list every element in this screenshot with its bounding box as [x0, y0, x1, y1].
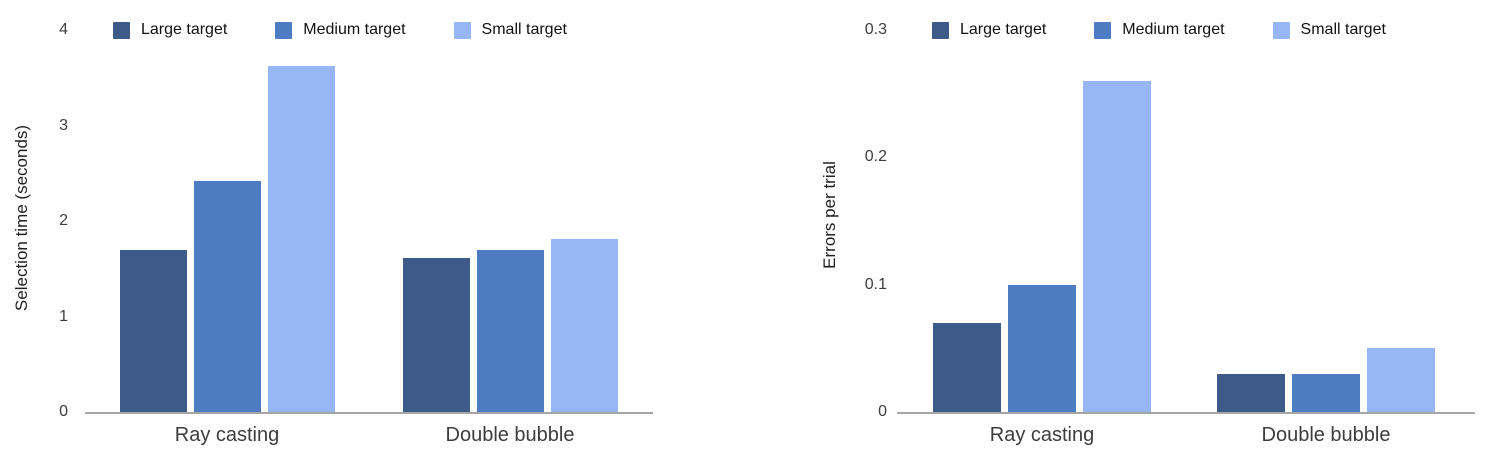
legend-label-small-target: Small target — [1300, 21, 1386, 38]
legend-swatch-small-target — [1272, 21, 1290, 39]
x-category-label-ray-casting: Ray casting — [989, 424, 1095, 446]
y-tick-label: 0.2 — [864, 148, 887, 166]
legend-swatch-medium-target — [1094, 21, 1112, 39]
y-tick-label: 3 — [59, 116, 68, 134]
y-tick-label: 0 — [878, 403, 887, 420]
y-tick-label: 0 — [59, 403, 68, 420]
bar-ray-casting-large-target — [119, 249, 187, 412]
y-tick-label: 2 — [59, 212, 68, 229]
legend-label-small-target: Small target — [481, 21, 567, 38]
legend: Large target Medium target Small target — [932, 21, 1386, 39]
bar-ray-casting-small-target — [1083, 80, 1151, 412]
legend-label-medium-target: Medium target — [1122, 21, 1225, 38]
bar-double-bubble-large-target — [402, 258, 470, 412]
selection-time-chart: Selection time (seconds) 0 1 2 3 4 Ray casting… — [12, 21, 653, 446]
legend-swatch-small-target — [453, 21, 471, 39]
bar-ray-casting-large-target — [933, 322, 1001, 412]
y-tick-label: 0.1 — [864, 275, 887, 293]
bar-ray-casting-medium-target — [193, 180, 261, 412]
legend-swatch-medium-target — [275, 21, 293, 39]
legend-item-small-target: Small target — [453, 21, 567, 39]
bar-double-bubble-small-target — [550, 239, 618, 412]
legend: Large target Medium target Small target — [113, 21, 567, 39]
legend-item-large-target: Large target — [113, 21, 227, 39]
legend-label-large-target: Large target — [960, 21, 1047, 38]
errors-per-trial-chart: Errors per trial 0 0.1 0.2 0.3 Ray casting Dou… — [747, 0, 1494, 459]
x-axis-line — [85, 412, 653, 414]
y-tick-label: 0.3 — [864, 21, 887, 38]
x-category-label-double-bubble: Double bubble — [445, 424, 575, 446]
legend-swatch-large-target — [113, 21, 130, 39]
x-axis-line — [897, 412, 1475, 414]
y-tick-label: 1 — [59, 307, 68, 325]
y-axis-title: Errors per trial — [820, 161, 839, 269]
bar-double-bubble-medium-target — [476, 249, 544, 412]
legend-label-medium-target: Medium target — [303, 21, 406, 38]
x-category-label-double-bubble: Double bubble — [1261, 424, 1391, 446]
x-category-label-ray-casting: Ray casting — [174, 424, 280, 446]
legend-item-medium-target: Medium target — [1094, 21, 1225, 39]
bar-double-bubble-small-target — [1367, 348, 1435, 412]
legend-item-medium-target: Medium target — [275, 21, 406, 39]
legend-swatch-large-target — [932, 21, 949, 39]
legend-item-large-target: Large target — [932, 21, 1046, 39]
legend-item-small-target: Small target — [1272, 21, 1386, 39]
bar-ray-casting-small-target — [267, 66, 335, 412]
y-tick-label: 4 — [59, 21, 68, 38]
bar-double-bubble-medium-target — [1292, 373, 1360, 412]
legend-label-large-target: Large target — [141, 21, 228, 38]
bar-double-bubble-large-target — [1217, 373, 1285, 412]
bar-ray-casting-medium-target — [1008, 284, 1076, 412]
